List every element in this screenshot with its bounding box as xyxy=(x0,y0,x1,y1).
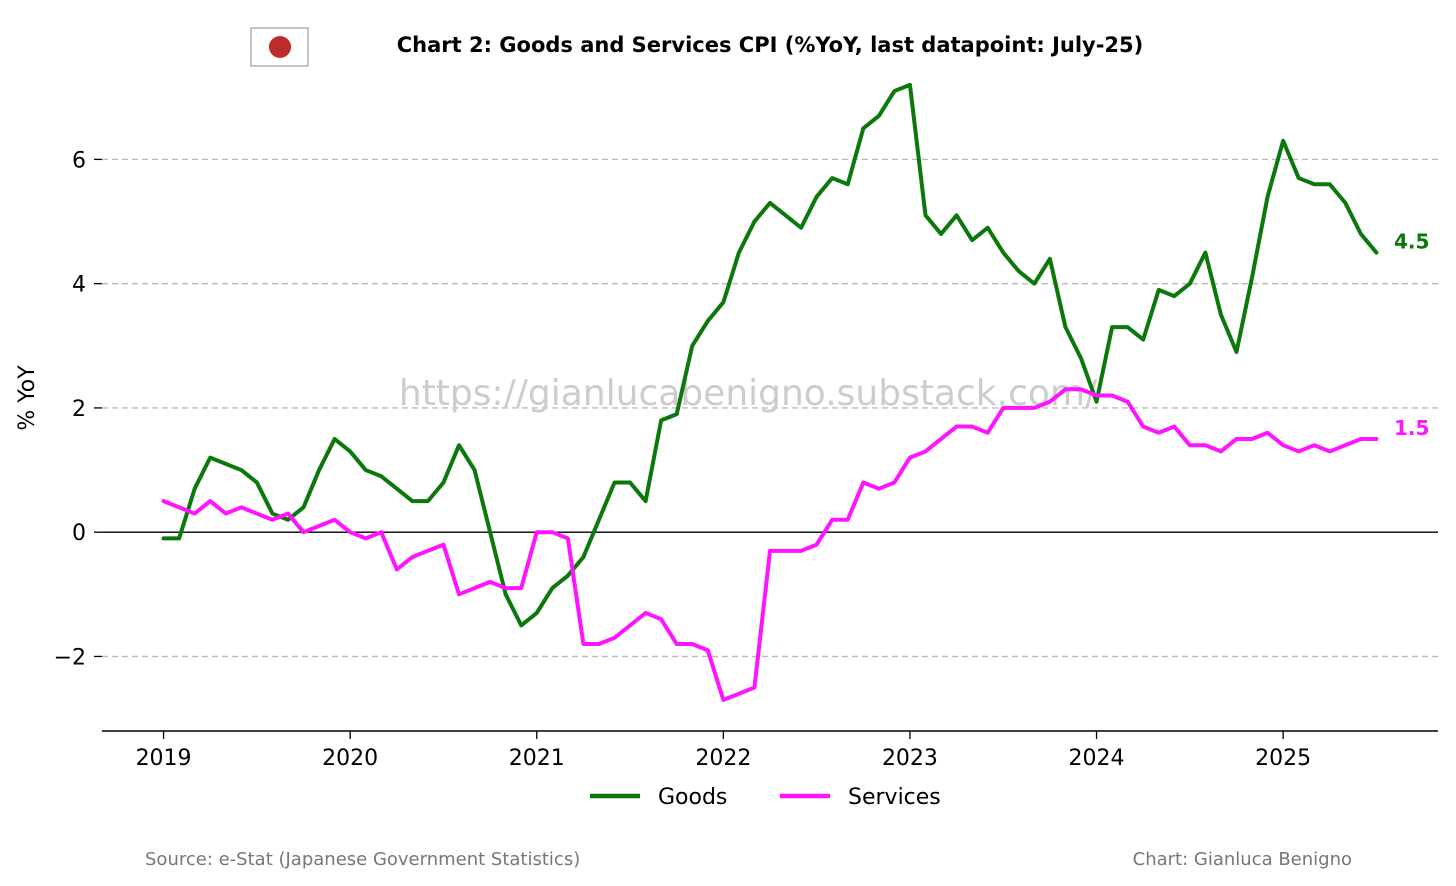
y-tick-label: 4 xyxy=(72,273,86,298)
y-axis-label: % YoY xyxy=(15,365,40,431)
grid-lines xyxy=(102,158,1438,658)
y-tick-label: 2 xyxy=(72,397,86,422)
japan-flag-icon xyxy=(250,27,309,67)
y-tick-label: 6 xyxy=(72,148,86,173)
x-tick-label: 2025 xyxy=(1255,746,1311,771)
x-tick-label: 2023 xyxy=(882,746,938,771)
legend-services-label: Services xyxy=(848,785,941,810)
y-tick-labels: −2 0 2 4 6 xyxy=(54,148,102,670)
source-note: Source: e-Stat (Japanese Government Stat… xyxy=(145,849,580,870)
x-tick-label: 2019 xyxy=(136,746,192,771)
legend-goods-label: Goods xyxy=(658,785,727,810)
y-tick-label: 0 xyxy=(72,521,86,546)
x-tick-label: 2022 xyxy=(695,746,751,771)
chart-credit: Chart: Gianluca Benigno xyxy=(1133,849,1352,870)
series-line-services xyxy=(161,387,1379,702)
x-tick-label: 2021 xyxy=(509,746,565,771)
series-lines xyxy=(161,82,1379,702)
x-tick-labels: 2019 2020 2021 2022 2023 2024 2025 xyxy=(136,731,1311,771)
x-tick-label: 2020 xyxy=(322,746,378,771)
chart-title: Chart 2: Goods and Services CPI (%YoY, l… xyxy=(397,33,1144,57)
goods-end-label: 4.5 xyxy=(1394,230,1429,254)
series-line-goods xyxy=(161,82,1379,628)
x-tick-label: 2024 xyxy=(1069,746,1125,771)
services-end-label: 1.5 xyxy=(1394,416,1429,440)
legend: Goods Services xyxy=(590,785,941,810)
y-tick-label: −2 xyxy=(54,645,86,670)
watermark-text: https://gianlucabenigno.substack.com/ xyxy=(399,373,1098,414)
